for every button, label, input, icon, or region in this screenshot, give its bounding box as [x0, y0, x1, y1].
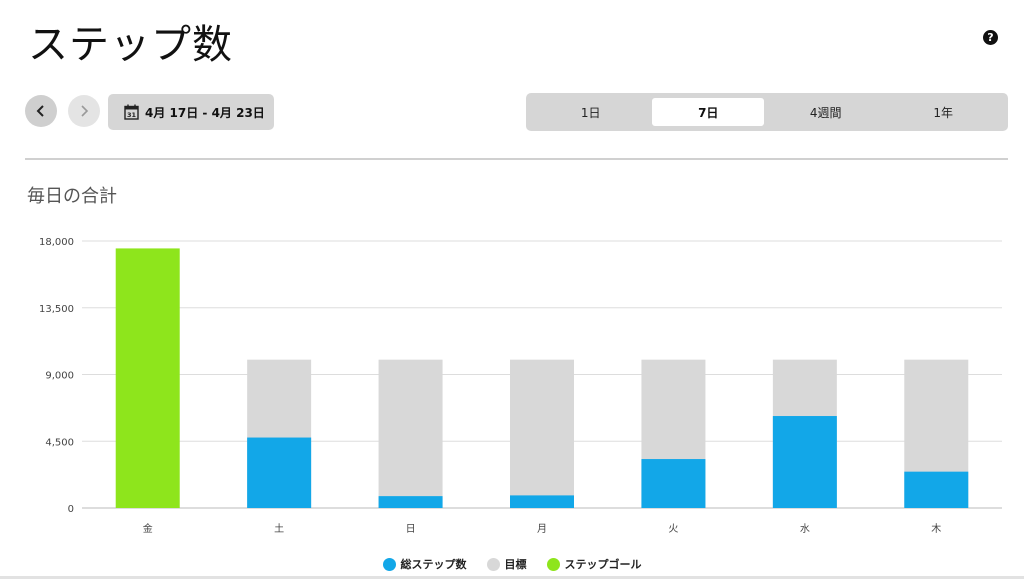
bar-total-steps [641, 459, 706, 508]
bar-total-steps [904, 471, 969, 508]
chart-legend: 総ステップ数 目標 ステップゴール [0, 556, 1024, 572]
x-tick-label: 月 [537, 523, 547, 535]
legend-swatch-total-steps [382, 557, 396, 571]
bar-total-steps [510, 495, 574, 508]
date-range-button[interactable]: 31 4月 17日 - 4月 23日 [108, 94, 274, 130]
bar-total-steps [247, 437, 312, 508]
x-tick-label: 日 [406, 524, 416, 535]
svg-text:31: 31 [127, 111, 137, 119]
x-tick-label: 土 [274, 522, 284, 535]
legend-label-total-steps: 総ステップ数 [400, 558, 467, 571]
y-tick-label: 9,000 [45, 371, 74, 382]
y-tick-label: 13,500 [39, 304, 74, 315]
x-tick-label: 木 [931, 523, 941, 535]
bar-step-goal [115, 248, 180, 508]
y-tick-label: 4,500 [45, 437, 74, 448]
tab-1-year[interactable]: 1年 [933, 105, 954, 120]
chevron-left-icon [36, 105, 44, 117]
bottom-border [0, 576, 1024, 579]
period-selector: 1日 7日 4週間 1年 [526, 93, 1008, 131]
tab-4-weeks[interactable]: 4週間 [809, 105, 842, 120]
calendar-icon: 31 [124, 104, 139, 120]
legend-item-goal: 目標 [486, 556, 527, 572]
legend-label-goal: 目標 [504, 558, 527, 571]
bar-total-steps [378, 496, 443, 508]
help-icon[interactable]: ? [983, 30, 998, 45]
page-title: ステップ数 [28, 22, 233, 68]
legend-swatch-goal [486, 557, 500, 571]
date-range-label: 4月 17日 - 4月 23日 [145, 105, 265, 120]
next-period-button[interactable] [68, 95, 100, 127]
x-tick-label: 水 [800, 523, 810, 535]
x-tick-label: 金 [143, 522, 153, 535]
prev-period-button[interactable] [25, 95, 57, 127]
bar-goal [378, 359, 443, 508]
x-tick-label: 火 [668, 523, 678, 535]
daily-steps-chart: 0 4,500 9,000 13,500 18,000 金 土 日 月 火 水 木 [39, 237, 1002, 535]
legend-label-step-goal: ステップゴール [564, 558, 642, 571]
section-title: 毎日の合計 [27, 186, 117, 207]
bar-total-steps [772, 416, 837, 508]
tab-7-days[interactable]: 7日 [652, 98, 765, 126]
tab-1-day[interactable]: 1日 [580, 105, 601, 120]
chevron-right-icon [81, 105, 89, 117]
y-tick-label: 18,000 [39, 237, 74, 248]
legend-item-step-goal: ステップゴール [546, 556, 642, 572]
legend-swatch-step-goal [546, 557, 560, 571]
y-tick-label: 0 [68, 504, 74, 515]
bar-goal [510, 359, 574, 508]
header-divider [25, 158, 1008, 160]
legend-item-total-steps: 総ステップ数 [382, 556, 467, 572]
